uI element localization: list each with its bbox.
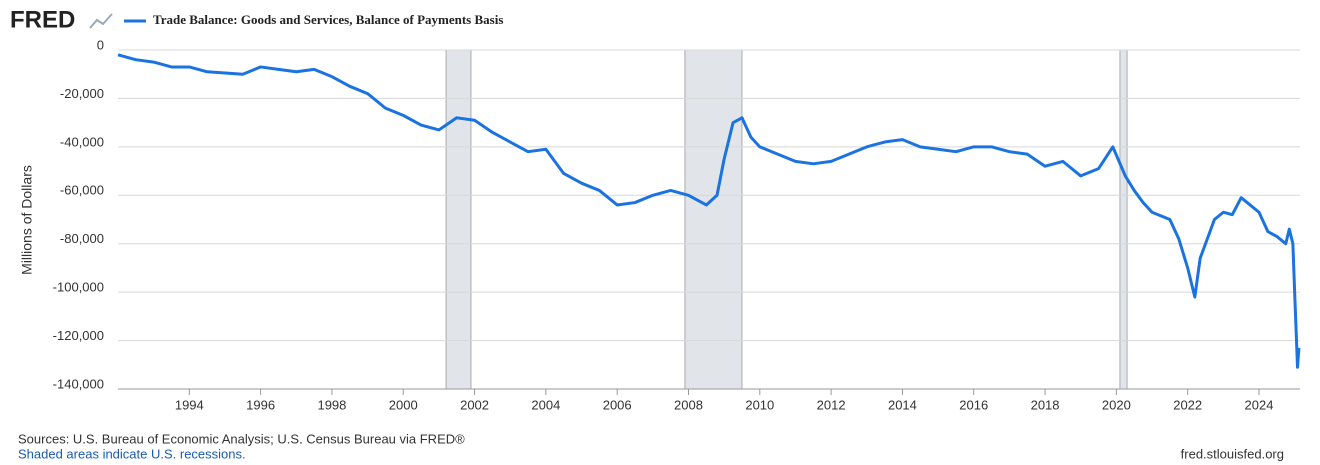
x-tick-label: 1996: [246, 397, 275, 412]
x-tick-label: 2002: [460, 397, 489, 412]
recession-note: Shaded areas indicate U.S. recessions.: [18, 446, 246, 461]
y-tick-label: -20,000: [60, 86, 104, 101]
y-tick-label: -100,000: [53, 280, 104, 295]
x-tick-label: 2020: [1102, 397, 1131, 412]
y-tick-label: 0: [97, 37, 104, 52]
url: fred.stlouisfed.org: [1181, 446, 1284, 461]
x-tick-label: 2014: [888, 397, 917, 412]
logo: FRED: [10, 6, 75, 33]
series-line: [117, 53, 1301, 369]
x-tick-label: 1998: [317, 397, 346, 412]
x-tick-label: 2008: [674, 397, 703, 412]
x-tick-label: 2004: [531, 397, 560, 412]
x-tick-label: 2012: [817, 397, 846, 412]
x-tick-label: 2006: [603, 397, 632, 412]
x-tick-label: 2010: [745, 397, 774, 412]
x-tick-label: 2018: [1031, 397, 1060, 412]
y-tick-label: -120,000: [53, 328, 104, 343]
y-tick-label: -80,000: [60, 231, 104, 246]
y-tick-label: -140,000: [53, 376, 104, 391]
y-axis-label: Millions of Dollars: [19, 165, 35, 275]
x-tick-label: 2016: [959, 397, 988, 412]
y-tick-label: -60,000: [60, 183, 104, 198]
x-tick-label: 2022: [1173, 397, 1202, 412]
y-tick-label: -40,000: [60, 134, 104, 149]
x-tick-label: 2000: [389, 397, 418, 412]
legend-label: Trade Balance: Goods and Services, Balan…: [153, 12, 503, 27]
x-tick-label: 2024: [1245, 397, 1274, 412]
x-tick-label: 1994: [175, 397, 204, 412]
recession-band: [1119, 49, 1128, 390]
recession-band: [445, 49, 472, 390]
logo-icon: [89, 13, 113, 29]
recession-band: [684, 49, 743, 390]
sources: Sources: U.S. Bureau of Economic Analysi…: [18, 431, 465, 446]
